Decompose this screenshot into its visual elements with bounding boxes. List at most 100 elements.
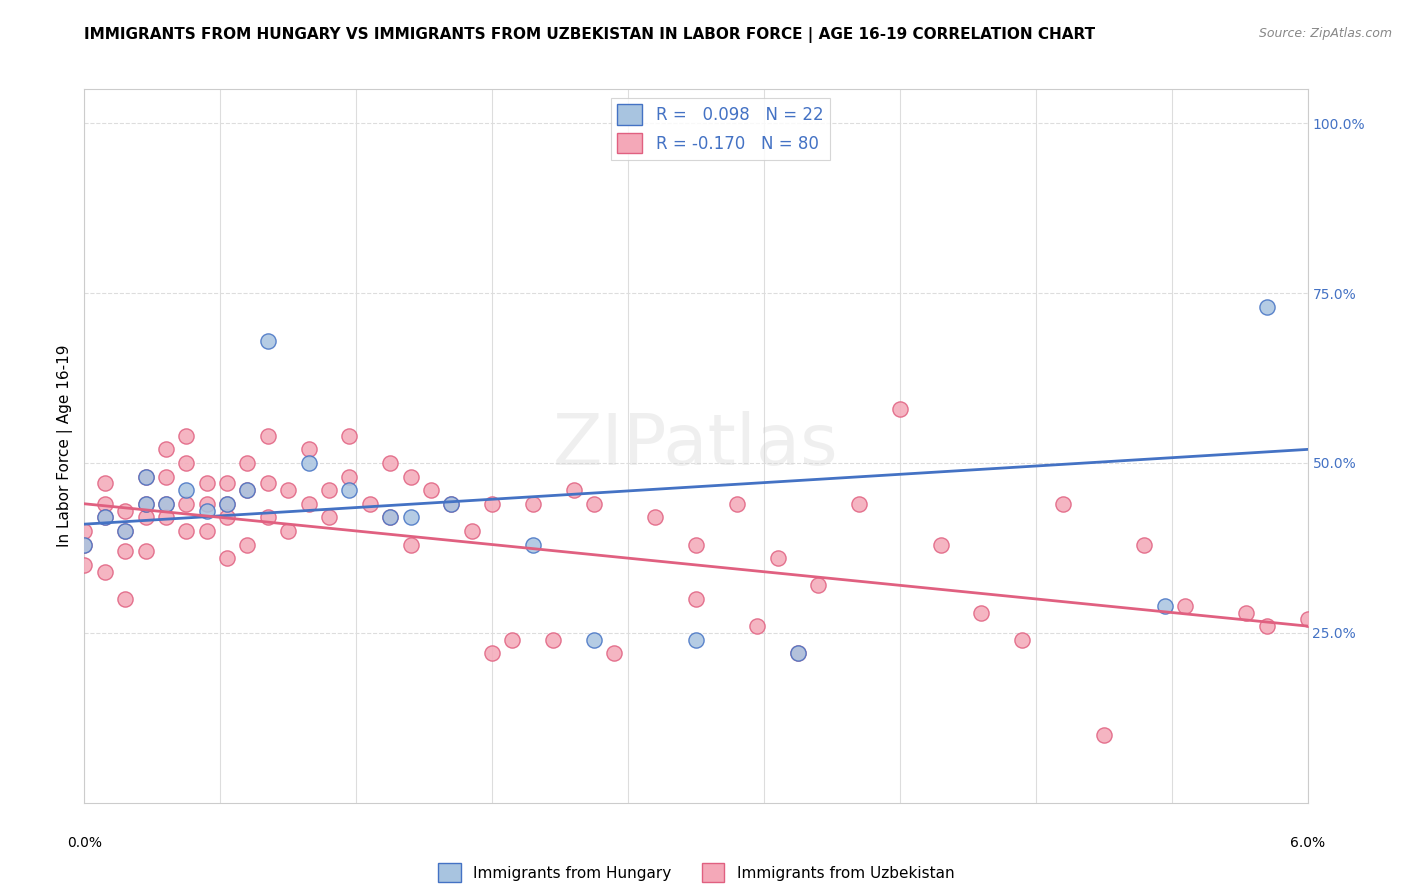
- Point: [277, 524, 299, 538]
- Point: [155, 442, 177, 457]
- Point: [195, 476, 218, 491]
- Point: [543, 632, 565, 647]
- Point: [135, 497, 157, 511]
- Point: [1052, 497, 1074, 511]
- Point: [1154, 599, 1177, 613]
- Legend: R =   0.098   N = 22, R = -0.170   N = 80: R = 0.098 N = 22, R = -0.170 N = 80: [610, 97, 830, 160]
- Point: [135, 510, 157, 524]
- Point: [522, 537, 544, 551]
- Point: [236, 537, 259, 551]
- Point: [380, 510, 402, 524]
- Point: [176, 497, 198, 511]
- Point: [502, 632, 524, 647]
- Point: [318, 483, 340, 498]
- Point: [685, 537, 707, 551]
- Point: [339, 429, 361, 443]
- Point: [339, 483, 361, 498]
- Point: [257, 334, 280, 348]
- Point: [1256, 300, 1278, 314]
- Point: [1011, 632, 1033, 647]
- Point: [135, 469, 157, 483]
- Point: [257, 510, 280, 524]
- Point: [195, 497, 218, 511]
- Point: [155, 510, 177, 524]
- Point: [1296, 612, 1319, 626]
- Text: ZIPatlas: ZIPatlas: [553, 411, 839, 481]
- Point: [93, 497, 117, 511]
- Point: [522, 497, 544, 511]
- Point: [93, 510, 117, 524]
- Point: [318, 510, 340, 524]
- Point: [114, 524, 136, 538]
- Point: [1256, 619, 1278, 633]
- Point: [114, 591, 136, 606]
- Point: [1236, 606, 1258, 620]
- Point: [440, 497, 463, 511]
- Point: [848, 497, 870, 511]
- Text: IMMIGRANTS FROM HUNGARY VS IMMIGRANTS FROM UZBEKISTAN IN LABOR FORCE | AGE 16-19: IMMIGRANTS FROM HUNGARY VS IMMIGRANTS FR…: [84, 27, 1095, 43]
- Point: [155, 469, 177, 483]
- Point: [135, 469, 157, 483]
- Point: [217, 476, 239, 491]
- Point: [644, 510, 666, 524]
- Point: [787, 646, 810, 660]
- Point: [176, 524, 198, 538]
- Point: [583, 497, 606, 511]
- Point: [583, 632, 606, 647]
- Text: 6.0%: 6.0%: [1291, 836, 1324, 850]
- Point: [929, 537, 952, 551]
- Point: [685, 632, 707, 647]
- Y-axis label: In Labor Force | Age 16-19: In Labor Force | Age 16-19: [58, 344, 73, 548]
- Point: [747, 619, 769, 633]
- Point: [970, 606, 993, 620]
- Point: [440, 497, 463, 511]
- Point: [236, 483, 259, 498]
- Point: [298, 497, 321, 511]
- Point: [339, 469, 361, 483]
- Point: [73, 524, 96, 538]
- Point: [195, 524, 218, 538]
- Point: [481, 497, 503, 511]
- Point: [155, 497, 177, 511]
- Point: [399, 510, 422, 524]
- Point: [114, 524, 136, 538]
- Point: [399, 469, 422, 483]
- Point: [298, 442, 321, 457]
- Point: [257, 476, 280, 491]
- Point: [217, 510, 239, 524]
- Point: [807, 578, 830, 592]
- Point: [257, 429, 280, 443]
- Point: [114, 503, 136, 517]
- Point: [359, 497, 381, 511]
- Point: [562, 483, 585, 498]
- Point: [481, 646, 503, 660]
- Point: [1174, 599, 1197, 613]
- Point: [176, 429, 198, 443]
- Point: [217, 551, 239, 566]
- Point: [766, 551, 789, 566]
- Point: [176, 483, 198, 498]
- Point: [217, 497, 239, 511]
- Point: [73, 537, 96, 551]
- Point: [461, 524, 484, 538]
- Point: [93, 476, 117, 491]
- Point: [380, 456, 402, 470]
- Point: [298, 456, 321, 470]
- Point: [399, 537, 422, 551]
- Point: [73, 558, 96, 572]
- Point: [73, 537, 96, 551]
- Point: [135, 497, 157, 511]
- Point: [195, 503, 218, 517]
- Point: [114, 544, 136, 558]
- Point: [685, 591, 707, 606]
- Point: [236, 483, 259, 498]
- Point: [1092, 728, 1115, 742]
- Point: [217, 497, 239, 511]
- Point: [93, 510, 117, 524]
- Text: Source: ZipAtlas.com: Source: ZipAtlas.com: [1258, 27, 1392, 40]
- Point: [236, 456, 259, 470]
- Text: 0.0%: 0.0%: [67, 836, 101, 850]
- Point: [603, 646, 626, 660]
- Point: [135, 544, 157, 558]
- Point: [725, 497, 748, 511]
